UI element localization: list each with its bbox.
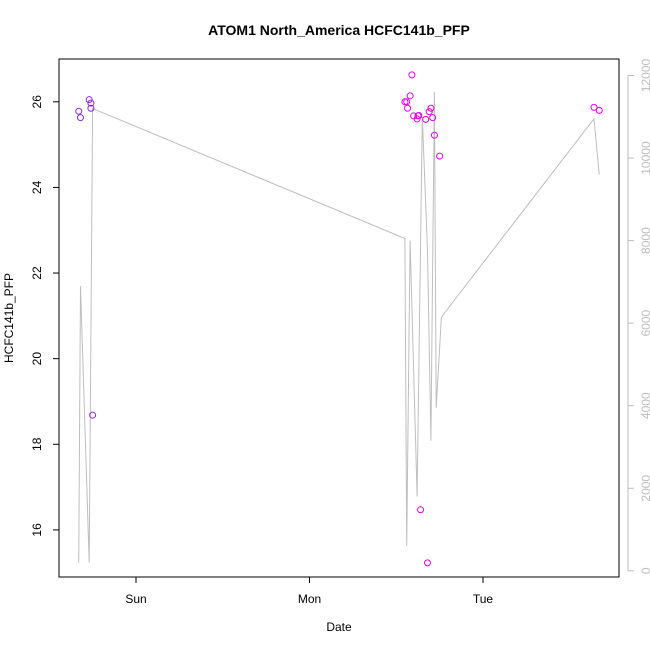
data-point: [430, 131, 438, 139]
chart-title: ATOM1 North_America HCFC141b_PFP: [208, 22, 470, 38]
data-point: [404, 104, 412, 112]
data-point: [429, 114, 437, 122]
y2-tick-label: 0: [639, 567, 650, 574]
data-point: [417, 506, 425, 514]
data-point: [423, 559, 431, 567]
plot-frame: [58, 58, 620, 578]
y-axis-right: 0 2000 4000 6000 8000 10000 12000: [627, 59, 650, 574]
data-point: [427, 104, 435, 112]
data-point: [75, 107, 83, 115]
data-point: [85, 96, 93, 104]
y2-tick-label: 2000: [639, 475, 650, 502]
points-series: [75, 71, 603, 567]
y-tick-label: 24: [30, 180, 44, 194]
x-axis-label: Date: [326, 620, 352, 634]
data-point: [87, 99, 95, 107]
line-series: [78, 91, 600, 563]
x-tick-label: Tue: [473, 592, 494, 606]
y-tick-label: 26: [30, 95, 44, 109]
data-point: [406, 92, 414, 100]
x-tick-label: Mon: [298, 592, 321, 606]
x-tick-label: Sun: [125, 592, 146, 606]
data-point: [89, 411, 97, 419]
data-point: [422, 115, 430, 123]
data-point: [408, 71, 416, 79]
y-axis-left: 16 18 20 22 24 26: [30, 95, 59, 537]
data-point: [590, 103, 598, 111]
data-point: [415, 112, 423, 120]
data-point: [413, 115, 421, 123]
y-tick-label: 22: [30, 266, 44, 280]
y-axis-label: HCFC141b_PFP: [2, 273, 16, 363]
x-axis: Sun Mon Tue: [125, 577, 493, 606]
y-tick-label: 18: [30, 437, 44, 451]
data-point: [595, 106, 603, 114]
data-point: [76, 114, 84, 122]
y-tick-label: 16: [30, 523, 44, 537]
data-point: [425, 108, 433, 116]
series-line: [78, 91, 600, 563]
data-point: [87, 104, 95, 112]
y2-tick-label: 12000: [639, 59, 650, 93]
y2-tick-label: 10000: [639, 141, 650, 175]
data-point: [403, 98, 411, 106]
y-tick-label: 20: [30, 352, 44, 366]
y2-tick-label: 8000: [639, 227, 650, 254]
y2-tick-label: 6000: [639, 309, 650, 336]
data-point: [436, 152, 444, 160]
y2-tick-label: 4000: [639, 392, 650, 419]
